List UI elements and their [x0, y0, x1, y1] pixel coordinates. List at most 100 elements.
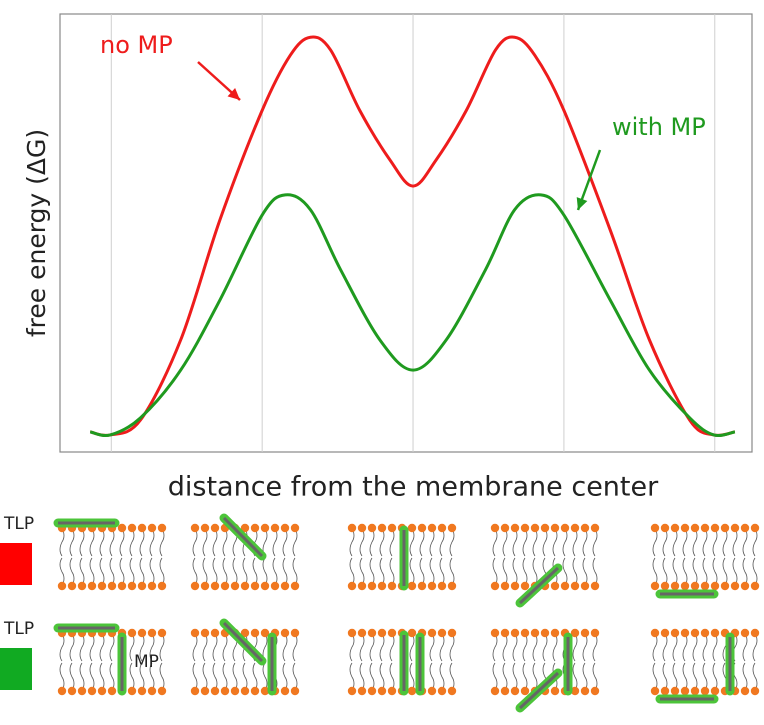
- lipid-head: [560, 581, 570, 591]
- lipid-tail: [109, 632, 115, 692]
- lipid-head: [147, 581, 157, 591]
- lipid-tail: [682, 632, 688, 692]
- lipid-head: [680, 523, 690, 533]
- lipid-tail: [389, 632, 395, 692]
- lipid-tail: [662, 527, 668, 587]
- lipid-head: [427, 628, 437, 638]
- lipid-head: [280, 523, 290, 533]
- lipid-tail: [159, 527, 165, 587]
- lipid-head: [590, 686, 600, 696]
- lipid-head: [190, 628, 200, 638]
- lipid-head: [137, 523, 147, 533]
- lipid-head: [570, 628, 580, 638]
- lipid-head: [220, 686, 230, 696]
- lipid-tail: [149, 632, 155, 692]
- lipid-head: [530, 523, 540, 533]
- lipid-head: [680, 686, 690, 696]
- lipid-head: [550, 628, 560, 638]
- lipid-tail: [212, 632, 218, 692]
- lipid-head: [147, 628, 157, 638]
- peptide-core: [222, 516, 264, 558]
- lipid-head: [437, 686, 447, 696]
- lipid-head: [357, 523, 367, 533]
- lipid-head: [580, 628, 590, 638]
- lipid-tail: [512, 527, 518, 587]
- lipid-tail: [202, 527, 208, 587]
- lipid-head: [700, 628, 710, 638]
- lipid-tail: [99, 527, 105, 587]
- lipid-head: [290, 581, 300, 591]
- lipid-head: [510, 581, 520, 591]
- lipid-head: [447, 581, 457, 591]
- lipid-head: [250, 581, 260, 591]
- lipid-head: [590, 523, 600, 533]
- lipid-head: [710, 523, 720, 533]
- lipid-head: [650, 581, 660, 591]
- lipid-head: [670, 686, 680, 696]
- lipid-tail: [582, 527, 588, 587]
- lipid-head: [750, 628, 760, 638]
- lipid-head: [660, 628, 670, 638]
- lipid-tail: [752, 527, 758, 587]
- lipid-head: [377, 523, 387, 533]
- lipid-tail: [129, 527, 135, 587]
- lipid-tail: [139, 632, 145, 692]
- lipid-tail: [592, 527, 598, 587]
- lipid-head: [500, 581, 510, 591]
- lipid-head: [407, 686, 417, 696]
- lipid-head: [750, 523, 760, 533]
- lipid-head: [57, 581, 67, 591]
- lipid-head: [190, 581, 200, 591]
- lipid-head: [67, 686, 77, 696]
- lipid-head: [520, 628, 530, 638]
- lipid-head: [447, 523, 457, 533]
- lipid-head: [387, 581, 397, 591]
- lipid-tail: [672, 632, 678, 692]
- lipid-head: [210, 581, 220, 591]
- lipid-head: [240, 581, 250, 591]
- lipid-tail: [409, 527, 415, 587]
- lipid-head: [250, 686, 260, 696]
- lipid-head: [377, 581, 387, 591]
- lipid-tail: [502, 632, 508, 692]
- row-swatch: [0, 648, 32, 690]
- lipid-head: [750, 686, 760, 696]
- lipid-head: [157, 581, 167, 591]
- lipid-head: [260, 523, 270, 533]
- lipid-head: [407, 628, 417, 638]
- lipid-head: [240, 628, 250, 638]
- lipid-head: [137, 628, 147, 638]
- lipid-head: [210, 523, 220, 533]
- lipid-head: [387, 628, 397, 638]
- lipid-head: [210, 628, 220, 638]
- lipid-head: [670, 581, 680, 591]
- lipid-tail: [69, 632, 75, 692]
- lipid-tail: [379, 527, 385, 587]
- lipid-tail: [492, 632, 498, 692]
- lipid-tail: [192, 527, 198, 587]
- lipid-head: [570, 581, 580, 591]
- lipid-head: [490, 686, 500, 696]
- lipid-head: [447, 628, 457, 638]
- lipid-head: [510, 523, 520, 533]
- lipid-tail: [449, 527, 455, 587]
- lipid-head: [700, 686, 710, 696]
- lipid-tail: [712, 527, 718, 587]
- lipid-head: [97, 686, 107, 696]
- lipid-tail: [292, 527, 298, 587]
- lipid-tail: [702, 632, 708, 692]
- lipid-head: [660, 581, 670, 591]
- lipid-tail: [419, 527, 425, 587]
- lipid-tail: [359, 527, 365, 587]
- lipid-head: [690, 628, 700, 638]
- lipid-tail: [139, 527, 145, 587]
- lipid-head: [407, 581, 417, 591]
- lipid-tail: [359, 632, 365, 692]
- lipid-head: [117, 581, 127, 591]
- lipid-head: [437, 581, 447, 591]
- lipid-tail: [702, 527, 708, 587]
- lipid-tail: [202, 632, 208, 692]
- lipid-head: [680, 581, 690, 591]
- lipid-tail: [389, 527, 395, 587]
- lipid-head: [67, 581, 77, 591]
